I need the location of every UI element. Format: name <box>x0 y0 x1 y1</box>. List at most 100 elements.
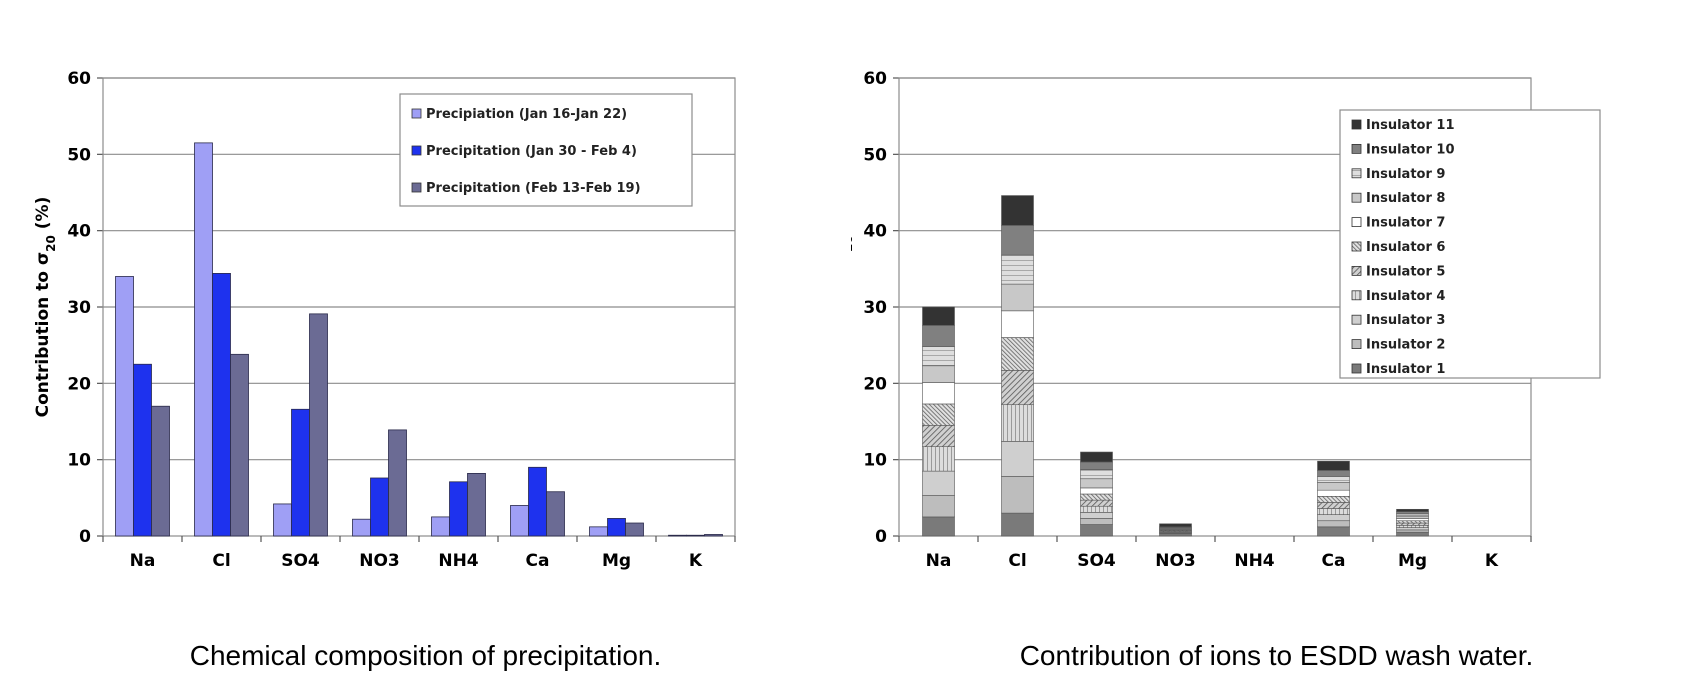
bar-segment <box>922 306 955 326</box>
bar <box>212 273 231 537</box>
bar-segment <box>922 446 955 472</box>
legend-item: Insulator 11 <box>1351 118 1455 133</box>
legend-swatch <box>1351 143 1362 154</box>
legend-item: Insulator 10 <box>1351 142 1455 157</box>
legend-item: Precipitation (Feb 13-Feb 19) <box>411 181 641 196</box>
legend-label: Insulator 8 <box>1366 191 1445 206</box>
legend-label: Precipitation (Feb 13-Feb 19) <box>426 181 641 196</box>
chart-caption-esdd: Contribution of ions to ESDD wash water. <box>1019 640 1534 671</box>
bar-segment <box>1317 526 1350 537</box>
bar-segment <box>1080 487 1113 495</box>
bar-segment <box>922 325 955 347</box>
bar-segment <box>1001 404 1034 442</box>
precipitation-chart: 0 10 20 30 40 50 60 Na Cl SO4 NO3 NH4 Ca Mg K Contribut… <box>33 69 736 571</box>
y-tick-label: 40 <box>67 222 91 242</box>
bar-segment <box>1317 460 1350 471</box>
legend-swatch <box>1351 241 1362 252</box>
bar-segment <box>1396 527 1429 531</box>
bar-segment <box>1080 478 1113 489</box>
bar <box>352 518 371 537</box>
bar-segment <box>1396 515 1429 519</box>
bar <box>431 516 450 537</box>
y-axis-label: Contribution to σ20 (%) <box>33 197 58 418</box>
legend-swatch <box>1351 314 1362 325</box>
bar-segment <box>1080 493 1113 501</box>
bar <box>668 534 687 537</box>
legend-swatch <box>411 182 422 193</box>
bar-segment <box>1317 476 1350 483</box>
bar-segment <box>1001 370 1034 406</box>
bar-segment <box>1396 525 1429 528</box>
x-tick-label: NH4 <box>1234 551 1274 571</box>
x-tick-label: Ca <box>526 551 550 571</box>
legend-label: Precipiation (Jan 16-Jan 22) <box>426 107 627 122</box>
bar-segment <box>922 346 955 367</box>
x-tick-label: NH4 <box>438 551 478 571</box>
legend-item: Insulator 2 <box>1351 338 1445 353</box>
bar-segment <box>1001 512 1034 537</box>
legend-label: Insulator 2 <box>1366 338 1445 353</box>
bar-segment <box>1317 514 1350 522</box>
bar-segment <box>1396 518 1429 522</box>
bar-segment <box>1080 518 1113 525</box>
bar-segment <box>922 495 955 518</box>
legend-item: Insulator 6 <box>1351 240 1445 255</box>
legend-label: Insulator 6 <box>1366 240 1445 255</box>
bar-segment <box>1396 508 1429 512</box>
y-tick-label: 20 <box>863 374 887 394</box>
legend-item: Precipiation (Jan 16-Jan 22) <box>411 107 627 122</box>
bar-segment <box>1159 533 1192 537</box>
x-tick-label: Cl <box>212 551 230 571</box>
bar-segment <box>1001 254 1034 285</box>
bar-segment <box>1080 512 1113 519</box>
bar-segment <box>922 403 955 426</box>
bar-segment <box>1317 520 1350 528</box>
bar-segment <box>1317 502 1350 509</box>
legend-swatch <box>1351 290 1362 301</box>
legend-swatch <box>1351 339 1362 350</box>
y-tick-label: 0 <box>875 527 887 547</box>
legend-box <box>399 93 693 207</box>
x-tick-label: NO3 <box>359 551 400 571</box>
x-tick-label: Cl <box>1008 551 1026 571</box>
bar-segment <box>1396 531 1429 537</box>
x-tick-label: Ca <box>1322 551 1346 571</box>
x-tick-label: Na <box>926 551 952 571</box>
legend-item: Insulator 8 <box>1351 191 1445 206</box>
legend-swatch <box>1351 192 1362 203</box>
bar <box>467 473 486 537</box>
bar-segment <box>1001 441 1034 477</box>
legend-label: Insulator 3 <box>1366 313 1445 328</box>
legend-item: Insulator 7 <box>1351 216 1445 231</box>
chart-caption-precipitation: Chemical composition of precipitation. <box>189 640 662 671</box>
x-tick-label: Mg <box>1398 551 1427 571</box>
bar <box>273 503 292 537</box>
legend-item: Insulator 1 <box>1351 362 1445 377</box>
x-tick-label: NO3 <box>1155 551 1196 571</box>
bar <box>546 491 565 537</box>
bar <box>133 363 152 537</box>
legend-label: Insulator 7 <box>1366 216 1445 231</box>
legend-label: Precipitation (Jan 30 - Feb 4) <box>426 144 637 159</box>
legend-swatch <box>1351 217 1362 228</box>
x-tick-label: SO4 <box>281 551 320 571</box>
y-axis-label: Contribution to σ20 (%) <box>851 197 855 418</box>
bar <box>704 534 723 537</box>
y-tick-label: 10 <box>67 451 91 471</box>
legend-swatch <box>1351 168 1362 179</box>
legend-label: Insulator 4 <box>1366 289 1445 304</box>
bar <box>528 466 547 537</box>
legend-label: Insulator 11 <box>1366 118 1455 133</box>
legend-item: Insulator 3 <box>1351 313 1445 328</box>
bar-segment <box>1396 522 1429 526</box>
bar <box>625 522 644 537</box>
bar <box>115 276 134 537</box>
x-tick-label: K <box>1485 551 1499 571</box>
legend-swatch <box>1351 363 1362 374</box>
legend-label: Insulator 10 <box>1366 142 1455 157</box>
y-tick-label: 60 <box>67 69 91 89</box>
legend-box <box>1339 109 1601 379</box>
bar-segment <box>1396 513 1429 517</box>
bar <box>291 408 310 537</box>
bar <box>388 429 407 537</box>
